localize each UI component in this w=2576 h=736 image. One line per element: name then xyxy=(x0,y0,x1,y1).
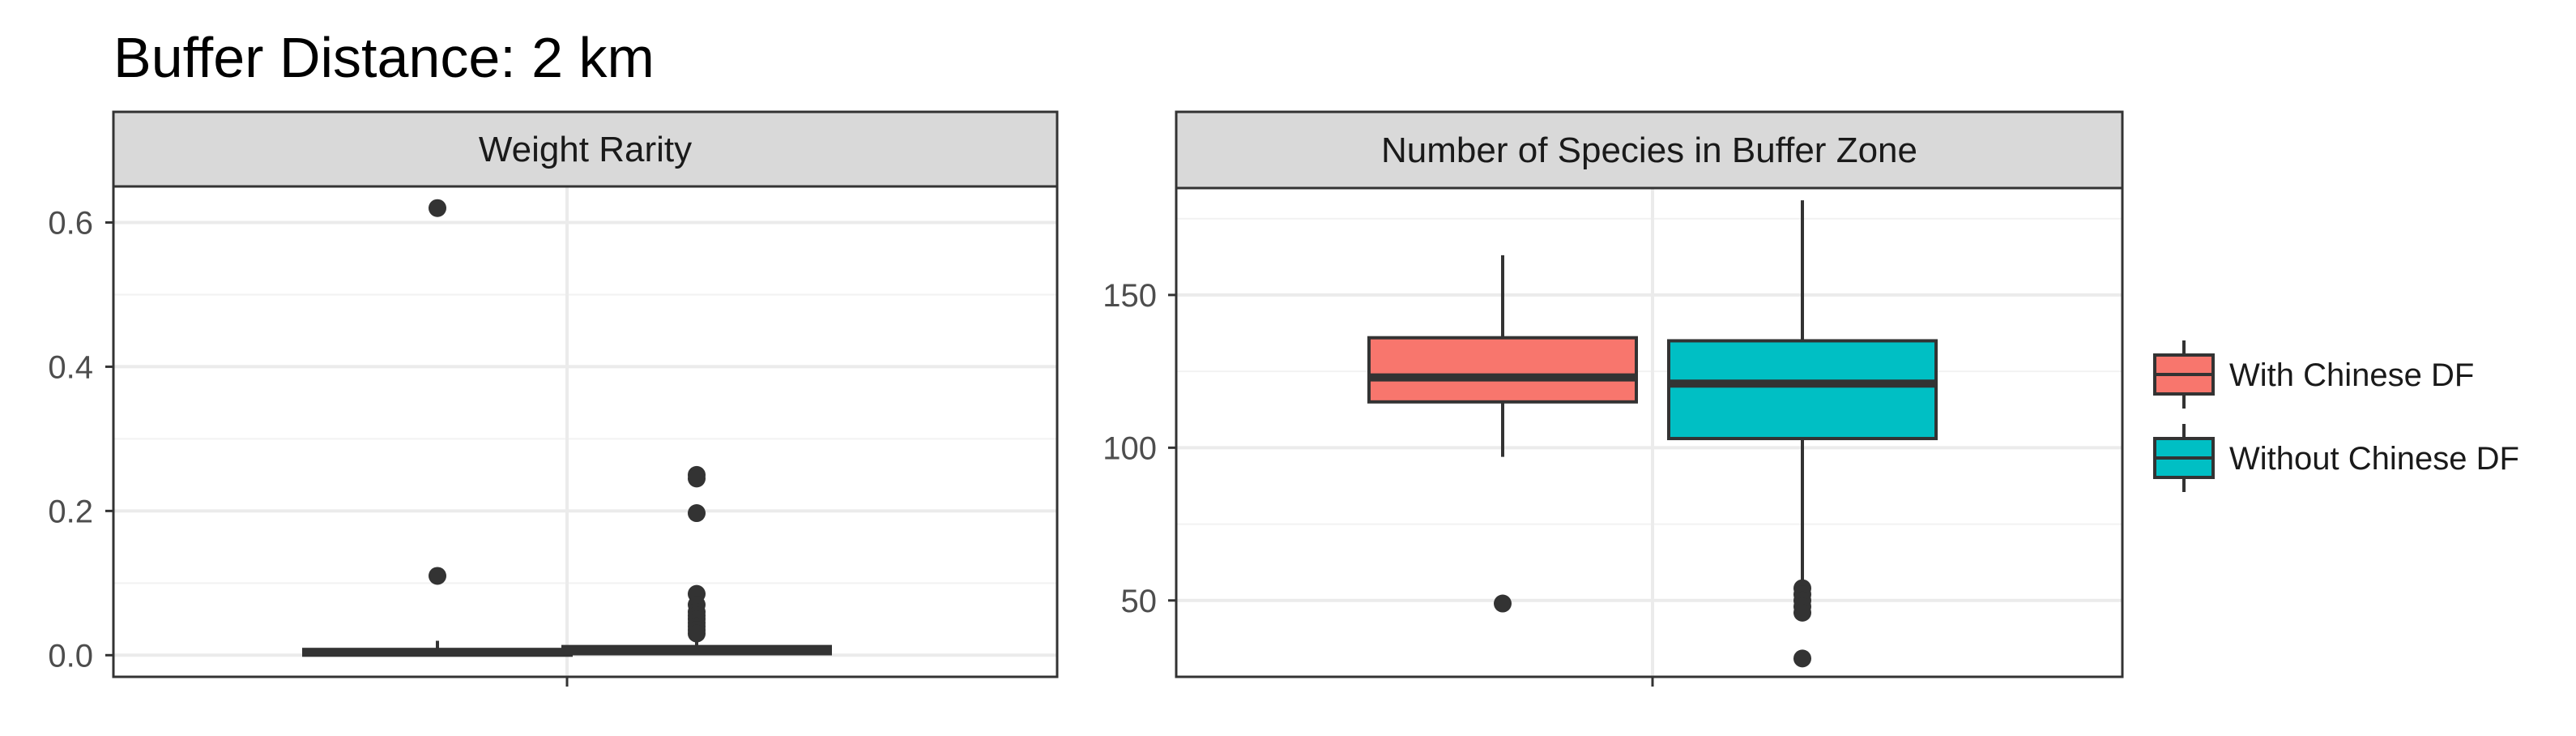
chart-title: Buffer Distance: 2 km xyxy=(113,26,655,89)
legend-label: Without Chinese DF xyxy=(2229,441,2519,477)
box-without xyxy=(561,465,832,656)
box-with xyxy=(302,199,573,657)
box-body xyxy=(1667,339,1938,441)
y-tick-label: 0.6 xyxy=(48,205,93,241)
y-tick-label: 50 xyxy=(1121,584,1158,619)
y-tick-label: 0.4 xyxy=(48,349,93,385)
panel-2: Number of Species in Buffer Zone 50 100 150 xyxy=(1102,110,2124,687)
outlier-point xyxy=(688,504,706,523)
outlier-point xyxy=(1793,649,1811,668)
y-tick-label: 150 xyxy=(1102,278,1157,314)
outlier-point xyxy=(1494,594,1512,613)
outlier-point xyxy=(688,469,706,488)
y-tick-label: 0.2 xyxy=(48,494,93,529)
legend-item-with: With Chinese DF xyxy=(2153,340,2474,409)
y-tick-label: 100 xyxy=(1102,430,1157,466)
panels: Weight Rarity 0.0 0.2 0.4 0.6 Number of Speci… xyxy=(48,110,2124,687)
y-tick-label: 0.0 xyxy=(48,638,93,674)
box-with xyxy=(1367,255,1638,613)
panel-title: Number of Species in Buffer Zone xyxy=(1381,131,1917,170)
outlier-point xyxy=(429,567,446,585)
legend: With Chinese DF Without Chinese DF xyxy=(2153,340,2519,492)
outlier-point xyxy=(688,624,706,643)
outlier-point xyxy=(429,199,446,217)
panel-1: Weight Rarity 0.0 0.2 0.4 0.6 xyxy=(48,110,1059,687)
box-without xyxy=(1667,200,1938,668)
panel-strip xyxy=(112,110,1059,188)
legend-item-without: Without Chinese DF xyxy=(2153,424,2519,492)
box-body xyxy=(1367,336,1638,404)
outlier-point xyxy=(1793,603,1811,622)
panel-border xyxy=(112,185,1059,678)
panel-title: Weight Rarity xyxy=(479,130,692,169)
legend-label: With Chinese DF xyxy=(2229,357,2474,393)
panel-border xyxy=(1175,186,2124,678)
